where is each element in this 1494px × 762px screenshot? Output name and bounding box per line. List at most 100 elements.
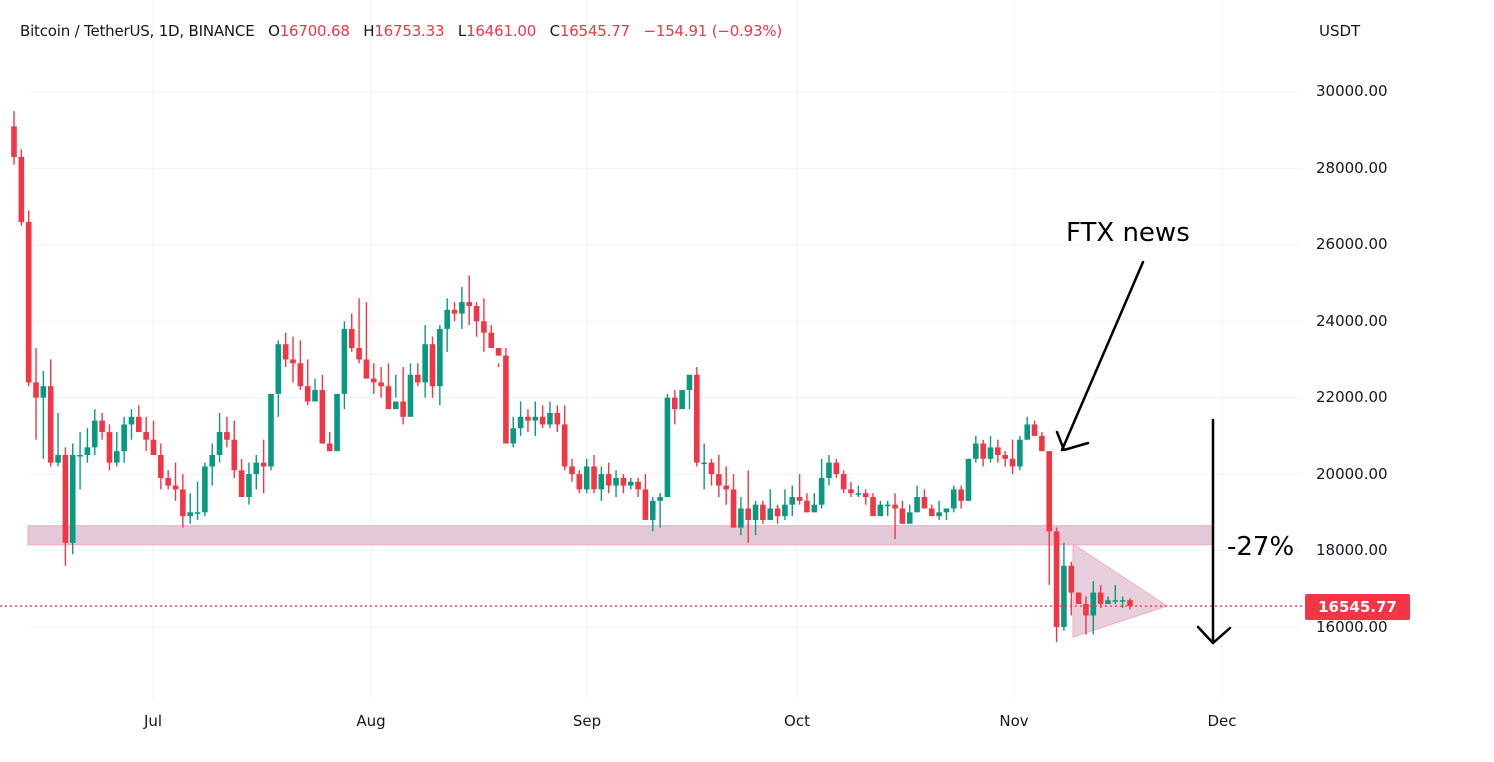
ftx-arrow-icon[interactable] [1060,260,1145,452]
candle-up[interactable] [444,309,450,329]
candle-up[interactable] [965,458,972,501]
candle-down[interactable] [378,382,384,387]
candle-up[interactable] [202,466,208,513]
candle-up[interactable] [194,512,201,514]
candle-down[interactable] [180,489,186,517]
candle-up[interactable] [510,428,517,444]
candle-down[interactable] [282,344,289,360]
candle-up[interactable] [914,497,920,513]
candle-down[interactable] [99,420,105,433]
candle-up[interactable] [532,416,539,421]
candle-up[interactable] [517,416,524,429]
candle-up[interactable] [392,401,399,410]
candle-up[interactable] [246,474,252,498]
candle-down[interactable] [554,412,561,425]
candle-down[interactable] [429,344,436,387]
candle-up[interactable] [701,462,707,465]
candle-down[interactable] [172,485,179,490]
candle-up[interactable] [312,390,318,402]
candle-up[interactable] [884,504,891,507]
candle-down[interactable] [708,462,715,475]
candle-down[interactable] [892,504,898,509]
candle-down[interactable] [730,489,737,528]
candle-down[interactable] [488,332,495,349]
candle-up[interactable] [598,474,605,490]
candle-down[interactable] [774,508,781,517]
candle-down[interactable] [1083,604,1089,616]
candle-down[interactable] [694,374,700,463]
candle-down[interactable] [143,432,149,440]
candle-up[interactable] [664,397,671,498]
candle-up[interactable] [657,497,663,501]
candle-down[interactable] [804,500,810,513]
candle-down[interactable] [47,386,54,463]
candle-down[interactable] [760,504,766,520]
candle-down[interactable] [158,454,164,478]
candle-up[interactable] [877,504,884,517]
candle-up[interactable] [1105,600,1111,605]
candle-up[interactable] [407,374,414,417]
candle-down[interactable] [348,328,355,349]
candle-down[interactable] [1075,592,1082,605]
candle-down[interactable] [862,493,869,498]
candle-down[interactable] [576,474,583,490]
candle-up[interactable] [40,386,47,398]
candle-down[interactable] [326,443,333,452]
candle-down[interactable] [605,474,612,486]
candle-down[interactable] [356,348,362,360]
candle-down[interactable] [671,397,678,410]
candle-down[interactable] [525,416,531,421]
candle-up[interactable] [738,508,744,528]
candle-up[interactable] [459,302,465,314]
candle-down[interactable] [591,466,597,490]
candle-up[interactable] [1090,592,1097,616]
candle-up[interactable] [121,424,127,452]
candle-down[interactable] [1031,424,1038,436]
candle-down[interactable] [11,126,17,157]
candle-down[interactable] [1039,435,1045,452]
triangle-pattern[interactable] [1072,543,1169,638]
candle-up[interactable] [627,481,634,486]
candle-down[interactable] [290,359,296,364]
candle-down[interactable] [363,359,370,379]
candle-up[interactable] [679,390,685,410]
ftx-news-annotation[interactable]: FTX news [1066,218,1190,248]
candle-up[interactable] [84,447,91,455]
candle-up[interactable] [216,432,223,455]
candle-down[interactable] [238,470,245,498]
candle-up[interactable] [826,462,832,478]
candle-up[interactable] [437,328,443,387]
candle-up[interactable] [1112,600,1119,602]
candle-down[interactable] [1068,565,1075,593]
candle-up[interactable] [77,454,83,457]
candle-up[interactable] [1061,565,1067,627]
candle-down[interactable] [1097,592,1104,605]
candle-down[interactable] [1002,454,1008,459]
candle-down[interactable] [370,378,377,383]
candle-up[interactable] [950,489,957,509]
candle-up[interactable] [268,393,274,467]
candle-down[interactable] [400,401,406,417]
candle-down[interactable] [1046,451,1053,532]
candle-up[interactable] [128,416,135,425]
support-zone[interactable] [27,525,1214,546]
candle-down[interactable] [635,481,641,490]
candle-down[interactable] [569,466,575,475]
candle-down[interactable] [466,302,473,306]
candle-down[interactable] [745,508,752,520]
candle-up[interactable] [1119,600,1126,602]
candle-down[interactable] [995,447,1001,455]
candle-up[interactable] [686,374,693,391]
candle-up[interactable] [811,504,818,513]
candle-up[interactable] [943,508,950,513]
drop-percent-annotation[interactable]: -27% [1227,532,1295,562]
candle-up[interactable] [341,328,348,394]
candle-up[interactable] [987,447,994,459]
candle-down[interactable] [561,424,568,467]
candle-down[interactable] [921,497,928,509]
candle-down[interactable] [928,508,935,517]
candle-down[interactable] [723,485,729,490]
candle-down[interactable] [1127,600,1133,607]
candle-down[interactable] [1009,458,1016,467]
